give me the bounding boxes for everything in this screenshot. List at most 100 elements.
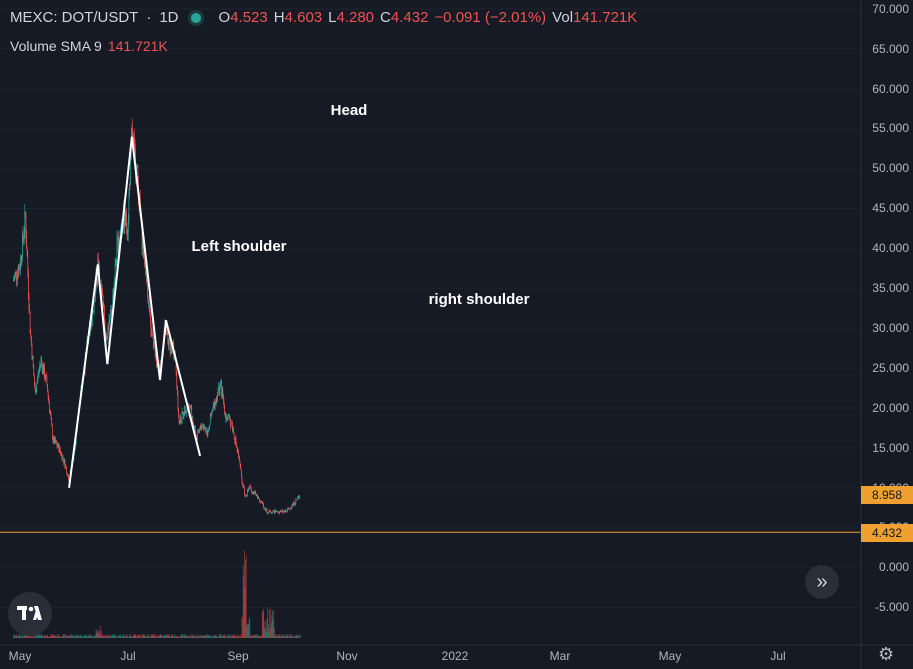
volume-bar bbox=[158, 635, 160, 638]
volume-bar bbox=[101, 635, 103, 638]
candle-body bbox=[49, 410, 51, 412]
volume-bar bbox=[142, 634, 144, 638]
candle-body bbox=[177, 385, 178, 395]
volume-indicator-legend[interactable]: Volume SMA 9 141.721K bbox=[10, 38, 168, 54]
candle-body bbox=[212, 409, 214, 412]
volume-bar bbox=[109, 636, 111, 638]
double-chevron-right-icon[interactable]: » bbox=[805, 565, 839, 599]
volume-bar bbox=[248, 624, 250, 638]
candle-body bbox=[209, 425, 211, 427]
gear-icon[interactable]: ⚙ bbox=[878, 644, 895, 664]
candle-body bbox=[268, 511, 270, 513]
volume-bar bbox=[273, 609, 275, 638]
volume-bar bbox=[169, 636, 171, 638]
candle-body bbox=[48, 401, 50, 411]
volume-bar bbox=[92, 636, 94, 638]
volume-bar bbox=[51, 636, 53, 638]
volume-bar bbox=[118, 636, 120, 638]
volume-bar bbox=[74, 635, 75, 638]
candle-body bbox=[178, 416, 180, 423]
volume-bar bbox=[153, 634, 154, 638]
candle-body bbox=[13, 280, 14, 281]
volume-bar bbox=[83, 635, 85, 638]
volume-bar bbox=[182, 634, 184, 638]
candle-body bbox=[219, 387, 221, 394]
volume-bar bbox=[28, 634, 30, 638]
candle-body bbox=[290, 507, 292, 510]
volume-bar bbox=[23, 634, 25, 638]
candle-body bbox=[286, 511, 288, 512]
volume-bar bbox=[165, 635, 167, 638]
pattern-line[interactable] bbox=[68, 136, 202, 488]
volume-bar bbox=[203, 635, 205, 638]
candle-body bbox=[297, 496, 299, 498]
candle-body bbox=[120, 229, 121, 233]
candle-body bbox=[118, 239, 120, 244]
candle-body bbox=[110, 309, 112, 311]
candle-body bbox=[51, 419, 53, 426]
candle-body bbox=[271, 513, 273, 514]
candle-body bbox=[194, 426, 196, 437]
volume-bar bbox=[18, 634, 20, 638]
candle-body bbox=[218, 386, 219, 390]
volume-bar bbox=[87, 634, 89, 638]
volume-bar bbox=[273, 628, 275, 638]
volume-bar bbox=[262, 611, 264, 638]
candle-body bbox=[285, 509, 286, 512]
volume-bar bbox=[239, 634, 241, 638]
volume-bar bbox=[14, 634, 16, 638]
symbol-name[interactable]: MEXC: DOT/USDT bbox=[10, 9, 139, 26]
candle-body bbox=[75, 442, 76, 449]
candle-body bbox=[281, 510, 282, 512]
volume-bar bbox=[220, 635, 222, 638]
candle-body bbox=[206, 430, 208, 436]
price-axis[interactable]: 70.000 65.000 60.000 55.000 50.000 45.00… bbox=[861, 0, 913, 645]
volume-bar bbox=[60, 636, 62, 638]
volume-bar bbox=[189, 636, 191, 638]
volume-bar bbox=[69, 635, 71, 638]
candle-body bbox=[147, 281, 148, 297]
volume-bar bbox=[154, 634, 156, 638]
candle-body bbox=[298, 496, 300, 497]
candle-body bbox=[168, 337, 170, 347]
volume-bar bbox=[50, 634, 52, 638]
volume-bar bbox=[289, 635, 291, 638]
candle-body bbox=[56, 441, 57, 444]
volume-bar bbox=[157, 636, 159, 638]
volume-bar bbox=[109, 635, 111, 638]
volume-bar bbox=[299, 635, 300, 638]
volume-bar bbox=[212, 636, 214, 638]
volume-bar bbox=[202, 635, 204, 638]
volume-bar bbox=[154, 636, 156, 638]
candle-body bbox=[233, 432, 235, 440]
volume-bar bbox=[170, 636, 172, 638]
interval-label[interactable]: 1D bbox=[159, 9, 179, 26]
candle-body bbox=[198, 430, 200, 432]
volume-bar bbox=[279, 634, 281, 638]
volume-bar bbox=[196, 635, 197, 638]
volume-bar bbox=[193, 636, 195, 638]
volume-bar bbox=[162, 636, 163, 638]
volume-bar bbox=[69, 634, 71, 638]
volume-bar bbox=[20, 635, 22, 638]
candle-body bbox=[215, 401, 216, 405]
candle-body bbox=[235, 438, 237, 446]
y-tick: 60.000 bbox=[872, 82, 909, 96]
volume-bar bbox=[295, 635, 297, 638]
candle-body bbox=[287, 508, 289, 510]
candle-body bbox=[290, 508, 291, 510]
volume-bar bbox=[103, 634, 105, 638]
volume-bar bbox=[165, 634, 166, 638]
volume-bar bbox=[104, 635, 106, 638]
candle-body bbox=[197, 431, 199, 439]
candle-body bbox=[109, 309, 111, 317]
volume-bar bbox=[72, 636, 74, 638]
candle-body bbox=[269, 510, 270, 512]
volume-bar bbox=[233, 635, 235, 638]
tradingview-logo[interactable] bbox=[8, 592, 52, 636]
candle-body bbox=[260, 501, 262, 503]
volume-bar bbox=[222, 635, 224, 638]
volume-bar bbox=[107, 636, 109, 638]
y-tick: 35.000 bbox=[872, 281, 909, 295]
